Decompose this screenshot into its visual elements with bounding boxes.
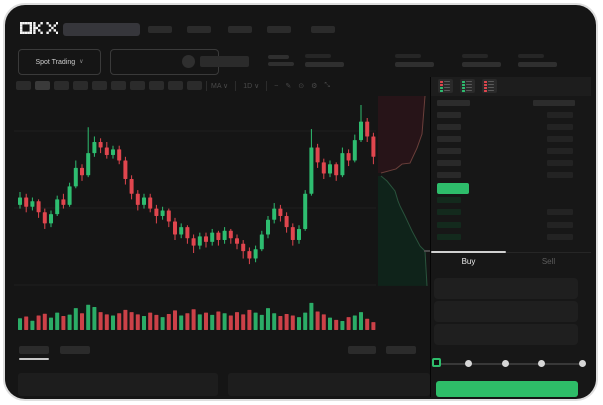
bids-view-icon[interactable] — [460, 79, 475, 93]
ask-row-amount[interactable] — [547, 160, 573, 166]
stat-label-placeholder — [395, 54, 421, 58]
stat-value-placeholder — [395, 62, 434, 67]
interval-button-10[interactable] — [187, 81, 202, 90]
indicator-ma[interactable]: MA ∨ — [211, 83, 229, 90]
interval-button-3[interactable] — [54, 81, 69, 90]
order-form-field-3[interactable] — [434, 324, 578, 345]
stat-label-placeholder — [462, 54, 488, 58]
nav-item-4[interactable] — [267, 26, 291, 33]
ask-row-amount[interactable] — [547, 124, 573, 130]
bid-row-price[interactable] — [437, 197, 461, 203]
slider-stop-3[interactable] — [538, 360, 545, 367]
combined-view-icon[interactable] — [438, 79, 453, 93]
search-input[interactable] — [63, 23, 140, 36]
order-form-field-2[interactable] — [434, 301, 578, 322]
order-book-price-header — [437, 100, 470, 106]
last-price-bar — [437, 183, 469, 194]
amount-slider-handle[interactable] — [432, 358, 441, 367]
ask-row-amount[interactable] — [547, 172, 573, 178]
tab-buy[interactable]: Buy — [461, 257, 476, 266]
bid-row-price[interactable] — [437, 221, 461, 228]
interval-button-7[interactable] — [130, 81, 145, 90]
pair-name-placeholder — [200, 56, 249, 67]
chart-tools: MA ∨ 1D ∨ ~ ✎ ⊙ ⚙ ⤡ — [211, 81, 330, 91]
indicator-1d[interactable]: 1D ∨ — [243, 83, 260, 90]
history-panel-placeholder — [228, 373, 430, 396]
last-price-placeholder — [268, 55, 289, 59]
stat-label-placeholder — [305, 54, 331, 58]
slider-stop-4[interactable] — [579, 360, 586, 367]
buy-submit-button[interactable] — [436, 381, 578, 397]
app-window: Spot Trading ∨ ∨ MA ∨ 1D ∨ ~ ✎ ⊙ ⚙ ⤡ Buy Sell — [5, 5, 596, 399]
ask-row-price[interactable] — [437, 124, 461, 130]
ask-row-price[interactable] — [437, 136, 461, 142]
amount-slider-track[interactable] — [436, 363, 584, 365]
bid-row-amount[interactable] — [547, 234, 573, 241]
orders-panel-placeholder — [18, 373, 218, 396]
interval-button-4[interactable] — [73, 81, 88, 90]
interval-button-6[interactable] — [111, 81, 126, 90]
slider-stop-1[interactable] — [465, 360, 472, 367]
okx-logo — [20, 22, 58, 34]
stat-value-placeholder — [518, 62, 557, 67]
fullscreen-icon[interactable]: ⤡ — [324, 82, 330, 89]
candlestick-chart[interactable] — [14, 96, 428, 346]
nav-item-5[interactable] — [311, 26, 335, 33]
settings-icon[interactable]: ⚙ — [311, 83, 318, 90]
active-tab-underline — [19, 358, 49, 360]
coin-icon — [182, 55, 195, 68]
wave-icon[interactable]: ~ — [274, 82, 279, 90]
tabs-divider — [431, 252, 591, 253]
stat-value-placeholder — [462, 62, 501, 67]
buy-tab-indicator — [431, 251, 506, 253]
price-change-placeholder — [268, 62, 294, 66]
market-type-label: Spot Trading — [35, 58, 76, 66]
bid-row-amount[interactable] — [547, 209, 573, 216]
interval-button-5[interactable] — [92, 81, 107, 90]
bid-row-price[interactable] — [437, 234, 461, 241]
slider-stop-2[interactable] — [502, 360, 509, 367]
bottom-tab-3[interactable] — [348, 346, 376, 354]
order-form-field-1[interactable] — [434, 278, 578, 299]
order-book-panel: Buy Sell — [430, 77, 591, 397]
interval-buttons — [16, 81, 202, 90]
market-type-selector[interactable]: Spot Trading ∨ — [18, 49, 101, 75]
bid-row-price[interactable] — [437, 209, 461, 216]
toolbar-divider — [266, 81, 268, 91]
stat-value-placeholder — [305, 62, 344, 67]
bottom-tab-4[interactable] — [386, 346, 416, 354]
interval-button-2[interactable] — [35, 81, 50, 90]
bottom-tab-2[interactable] — [60, 346, 90, 354]
interval-button-9[interactable] — [168, 81, 183, 90]
stat-label-placeholder — [518, 54, 544, 58]
order-book-amount-header — [533, 100, 575, 106]
ask-row-amount[interactable] — [547, 112, 573, 118]
tab-sell[interactable]: Sell — [541, 257, 556, 266]
ask-row-price[interactable] — [437, 112, 461, 118]
ask-row-price[interactable] — [437, 148, 461, 154]
draw-icon[interactable]: ✎ — [285, 83, 292, 90]
asks-view-icon[interactable] — [482, 79, 497, 93]
nav-item-3[interactable] — [228, 26, 252, 33]
bid-row-amount[interactable] — [547, 221, 573, 228]
interval-button-1[interactable] — [16, 81, 31, 90]
camera-icon[interactable]: ⊙ — [298, 83, 305, 90]
toolbar-divider — [206, 81, 207, 91]
ask-row-price[interactable] — [437, 172, 461, 178]
order-book-toolbar — [431, 77, 591, 96]
nav-item-2[interactable] — [187, 26, 211, 33]
bottom-tab-1[interactable] — [19, 346, 49, 354]
toolbar-divider — [235, 81, 237, 91]
nav-item-1[interactable] — [148, 26, 172, 33]
ask-row-amount[interactable] — [547, 136, 573, 142]
ask-row-amount[interactable] — [547, 148, 573, 154]
chevron-down-icon: ∨ — [79, 59, 84, 65]
interval-button-8[interactable] — [149, 81, 164, 90]
ask-row-price[interactable] — [437, 160, 461, 166]
